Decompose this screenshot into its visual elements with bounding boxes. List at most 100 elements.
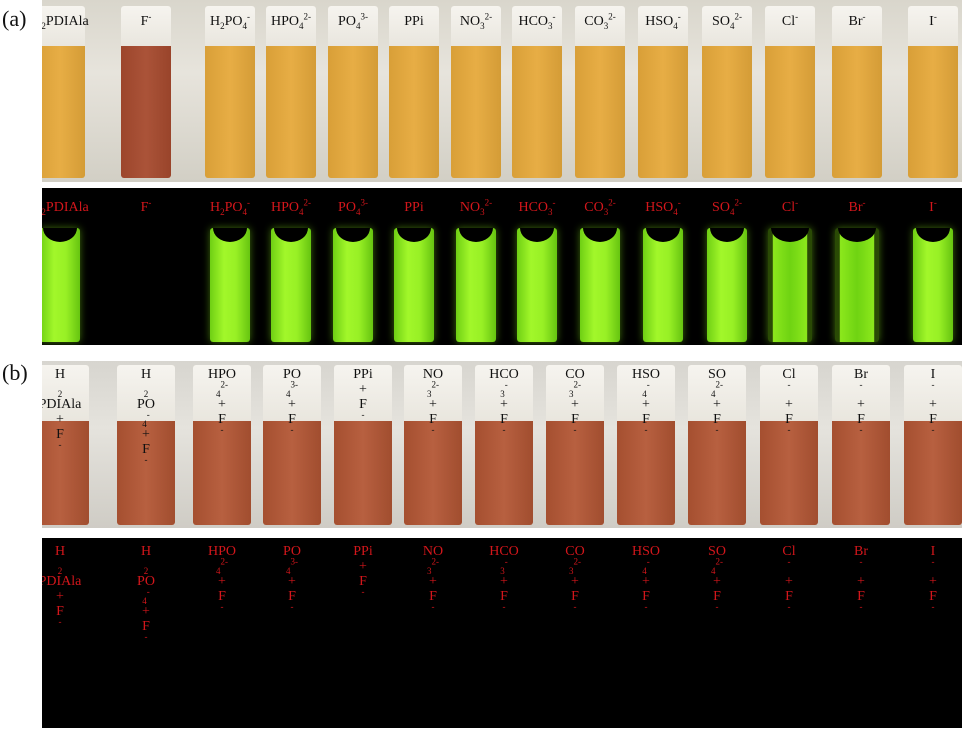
formula-part: I	[929, 14, 934, 29]
plus-sign: +	[288, 574, 296, 589]
formula-part: HCO	[518, 14, 549, 29]
vial-label: H 2 PDIAla + F -	[42, 544, 100, 634]
vial-cap	[617, 365, 675, 421]
vial-cap	[475, 365, 533, 421]
formula-part: 4	[729, 206, 735, 217]
vial-label: HCO 3- + F -	[464, 544, 544, 619]
formula-part: 2-	[303, 11, 312, 22]
vial-cap	[512, 6, 562, 46]
fluoride-label: F-	[857, 589, 865, 619]
formula-part: 4	[299, 20, 304, 31]
formula-part: 3-	[360, 197, 368, 208]
formula-part: F	[140, 14, 149, 29]
formula-part: 3	[480, 20, 485, 31]
vial-label: H2PO4-	[190, 198, 270, 216]
formula-part: 3-	[290, 556, 299, 567]
anion-label: PO 43-	[283, 544, 301, 575]
anion-label: SO 42-	[708, 367, 726, 398]
anion-label: H 2 PO 4-	[137, 544, 155, 606]
formula-part: Cl	[782, 544, 796, 559]
fluoride-label: F-	[713, 412, 721, 442]
plus-sign: +	[857, 574, 865, 589]
formula-part: -	[646, 556, 650, 567]
formula-part: PO	[283, 544, 301, 559]
fluoride-label: F-	[429, 412, 437, 442]
formula-part: F	[218, 589, 226, 604]
formula-part: 2-	[734, 11, 742, 22]
formula-part: F	[56, 604, 64, 619]
vial-solution	[266, 46, 316, 178]
formula-part: F	[500, 412, 508, 427]
vial-cap	[832, 6, 882, 46]
anion-label: HPO 42-	[208, 367, 236, 398]
formula-part: 2-	[608, 11, 616, 22]
formula-part: PPi	[353, 367, 373, 382]
vial-solution	[193, 421, 251, 525]
formula-part: 3	[500, 388, 505, 399]
vial-label: Br-	[817, 198, 897, 215]
vial-cap	[328, 6, 378, 46]
vial-label: I - + F -	[893, 367, 962, 442]
formula-part: F	[500, 589, 508, 604]
plus-sign: +	[857, 397, 865, 412]
vial-cap	[451, 6, 501, 46]
formula-part: 2-	[608, 197, 616, 208]
plus-sign: +	[359, 559, 367, 574]
formula-part: H	[140, 544, 152, 559]
formula-part: -	[931, 601, 935, 612]
plus-sign: +	[218, 574, 226, 589]
vial-solution	[42, 421, 89, 525]
formula-part: 4	[642, 388, 647, 399]
vial	[512, 6, 562, 178]
formula-part: 2-	[220, 379, 228, 390]
formula-part: 4	[215, 565, 221, 576]
vial-solution	[908, 46, 958, 178]
vial-glowing	[210, 228, 250, 342]
formula-part: -	[573, 601, 577, 612]
anion-label: Br -	[854, 367, 868, 397]
plus-sign: +	[218, 397, 226, 412]
vial-label: Cl-	[750, 12, 830, 29]
formula-part: -	[859, 601, 863, 612]
vial-solution	[475, 421, 533, 525]
formula-part: -	[148, 197, 152, 208]
vial-label: NO 32- + F -	[393, 367, 473, 442]
vial-solution	[688, 421, 746, 525]
anion-label: SO 42-	[708, 544, 726, 575]
vial-label: HCO3-	[497, 198, 577, 216]
plus-sign: +	[142, 427, 150, 442]
formula-part: F	[56, 427, 64, 442]
anion-label: Cl -	[782, 367, 795, 397]
formula-part: PDIAla	[45, 200, 89, 215]
vial-cap	[838, 228, 876, 242]
anion-label: CO 32-	[565, 367, 584, 398]
vial-cap	[389, 6, 439, 46]
formula-part: Cl	[782, 367, 796, 382]
vial-cap	[520, 228, 554, 242]
vial-label: I-	[893, 198, 962, 215]
vial-solution	[451, 46, 501, 178]
vial-label: Br-	[817, 12, 897, 29]
fluoride-label: F-	[642, 589, 650, 619]
fluoride-label: F-	[929, 412, 937, 442]
formula-part: 2-	[484, 197, 493, 208]
formula-part: 4	[142, 595, 147, 606]
formula-part: -	[644, 601, 648, 612]
formula-part: Br	[854, 544, 868, 559]
vial-solution	[760, 421, 818, 525]
vial-label: HPO 42- + F -	[182, 544, 262, 619]
vial-label: PO43-	[313, 12, 393, 31]
vial	[908, 6, 958, 178]
vial-label: PO 43- + F -	[252, 367, 332, 442]
vial-cap	[43, 228, 77, 242]
formula-part: 4	[355, 20, 361, 31]
formula-part: 3	[500, 565, 505, 576]
formula-part: I	[930, 367, 936, 382]
vial-cap	[702, 6, 752, 46]
vial-label: HPO42-	[251, 11, 331, 31]
formula-part: -	[859, 424, 863, 435]
formula-part: -	[361, 409, 365, 420]
vial-solution	[328, 46, 378, 178]
panel-b-daylight-photo: H 2 PDIAla + F - H 2 PO 4- + F - HPO 42- + F - PO 43- + F - PPi…	[42, 361, 962, 528]
formula-part: 3	[568, 565, 574, 576]
